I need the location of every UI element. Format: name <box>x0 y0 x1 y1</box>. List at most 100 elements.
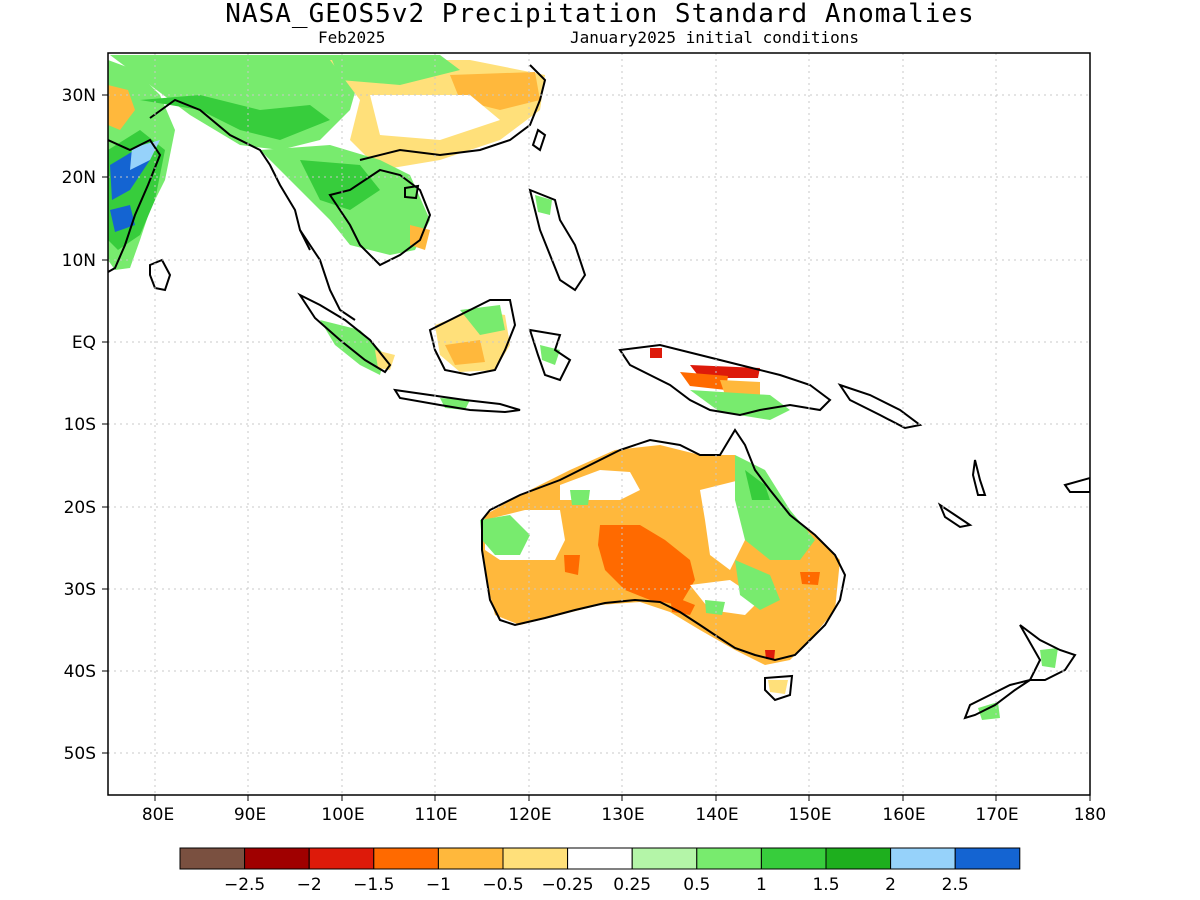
colorbar-label: 0.25 <box>613 875 651 895</box>
axis-ticks <box>102 94 1091 801</box>
india-light-blue <box>130 140 160 170</box>
lon-label: 160E <box>882 805 925 825</box>
colorbar-label: −1.5 <box>353 875 394 895</box>
colorbar-swatch <box>760 847 827 870</box>
initial-conditions-label: January2025 initial conditions <box>570 28 859 47</box>
colorbar <box>179 847 1021 870</box>
coast-malay <box>299 229 356 321</box>
lat-label: 10S <box>64 415 96 435</box>
colorbar-label: −2 <box>297 875 322 895</box>
colorbar-label: 1.5 <box>812 875 839 895</box>
colorbar-label: 1 <box>756 875 767 895</box>
west-australia-wet <box>480 515 530 555</box>
colorbar-swatch <box>244 847 310 870</box>
lon-labels: 80E 90E 100E 110E 120E 130E 140E 150E 16… <box>142 805 1106 825</box>
coast-sri-lanka <box>149 258 172 292</box>
new-guinea-west-core <box>650 348 662 358</box>
lat-label: 20N <box>62 168 96 188</box>
coast-solomons <box>837 383 923 430</box>
south-china-white <box>370 95 500 140</box>
lon-label: 100E <box>321 805 364 825</box>
lat-labels: 30N 20N 10N EQ 10S 20S 30S 40S 50S <box>62 86 96 764</box>
coast-sulawesi <box>528 328 572 382</box>
coast-java <box>393 388 521 414</box>
lon-label: 130E <box>601 805 644 825</box>
lat-label: 50S <box>64 744 96 764</box>
lat-label: 40S <box>64 662 96 682</box>
new-guinea-yellow <box>720 380 760 395</box>
colorbar-swatch <box>179 847 246 870</box>
india-dry-west <box>108 85 135 130</box>
coast-vanuatu <box>971 459 987 496</box>
colorbar-label: −1 <box>426 875 451 895</box>
borneo-dry-core <box>445 340 485 365</box>
colorbar-swatch <box>954 847 1021 870</box>
colorbar-label: 0.5 <box>683 875 710 895</box>
colorbar-swatch <box>308 847 375 870</box>
coast-tasmania <box>764 674 794 702</box>
coastlines <box>108 64 1090 720</box>
anomaly-field <box>108 55 1058 720</box>
lat-label: 30N <box>62 86 96 106</box>
colorbar-label: −2.5 <box>224 875 265 895</box>
lat-label: EQ <box>72 333 96 353</box>
colorbar-swatch <box>567 847 633 870</box>
map-title: NASA_GEOS5v2 Precipitation Standard Anom… <box>225 0 975 29</box>
philippines-region <box>535 195 552 215</box>
coast-sumatra <box>297 292 392 374</box>
tasmania-region <box>768 680 788 694</box>
australia-east-orange <box>800 572 820 585</box>
australia-orange-patch <box>564 555 580 575</box>
indochina-wet-core <box>300 160 380 210</box>
coast-indochina <box>328 168 432 267</box>
lon-label: 180 <box>1074 805 1106 825</box>
coast-borneo <box>428 299 517 377</box>
coast-australia <box>481 428 847 662</box>
colorbar-swatch <box>502 847 569 870</box>
lat-label: 30S <box>64 580 96 600</box>
colorbar-swatch <box>631 847 698 870</box>
coast-new-guinea <box>618 343 832 417</box>
lat-label: 20S <box>64 498 96 518</box>
nz-south-wet <box>978 702 1000 720</box>
lon-label: 140E <box>695 805 738 825</box>
colorbar-swatch <box>437 847 504 870</box>
colorbar-labels: −2.5 −2 −1.5 −1 −0.5 −0.25 0.25 0.5 1 1.5 2 2.5 <box>224 875 969 895</box>
lon-label: 80E <box>142 805 174 825</box>
colorbar-swatch <box>696 847 762 870</box>
coast-philippines <box>528 188 587 292</box>
colorbar-label: −0.5 <box>482 875 523 895</box>
sulawesi-region <box>540 345 560 365</box>
lon-label: 150E <box>788 805 831 825</box>
coast-china <box>359 64 547 161</box>
coast-hainan <box>404 184 420 200</box>
coast-nz-north <box>1019 624 1077 681</box>
central-east-wet <box>735 560 780 610</box>
queensland-wet-core <box>745 470 770 500</box>
india-blue-core-2 <box>110 205 135 232</box>
colorbar-swatch <box>825 847 892 870</box>
lon-label: 170E <box>975 805 1018 825</box>
nsw-wet-patch <box>705 600 725 615</box>
new-guinea-orange <box>680 372 728 390</box>
colorbar-label: 2.5 <box>942 875 969 895</box>
valid-month-label: Feb2025 <box>318 28 386 47</box>
colorbar-swatch <box>373 847 439 870</box>
new-guinea-south-wet <box>690 390 790 420</box>
tibet-wet-core <box>140 95 330 140</box>
coast-nz-south <box>963 679 1031 720</box>
lon-label: 120E <box>508 805 551 825</box>
coast-taiwan <box>531 128 547 152</box>
china-green-north <box>330 55 460 85</box>
nt-wet-patch <box>570 490 590 505</box>
lat-label: 10N <box>62 251 96 271</box>
grid-lines <box>108 53 1090 795</box>
nz-north-wet <box>1040 648 1058 668</box>
lon-label: 90E <box>234 805 266 825</box>
lon-label: 110E <box>414 805 457 825</box>
coast-bangladesh-myanmar <box>149 98 311 251</box>
colorbar-label: −0.25 <box>542 875 594 895</box>
coast-fiji <box>1063 476 1090 493</box>
coast-india <box>108 138 162 273</box>
